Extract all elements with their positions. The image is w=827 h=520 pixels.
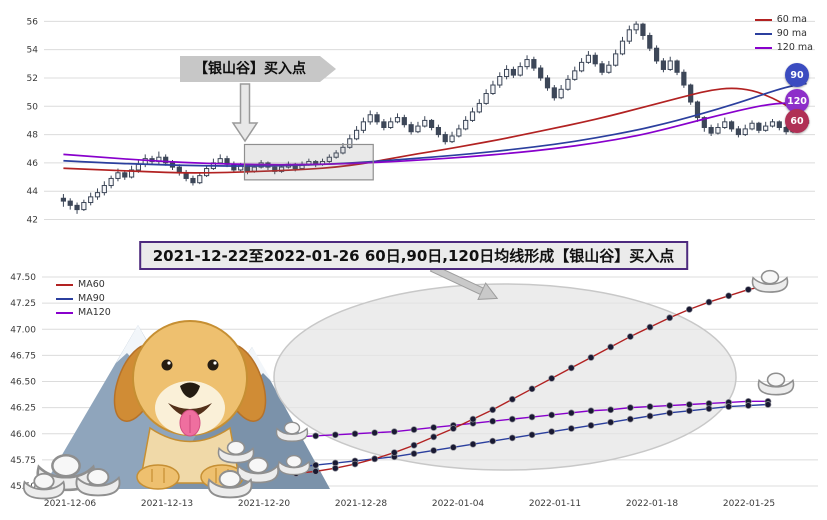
silver-ingot-icon <box>751 269 789 293</box>
top-chart-legend: 60 ma 90 ma 120 ma <box>754 14 813 53</box>
top-chart-layers: 56 54 52 50 48 46 44 42 <box>27 17 815 226</box>
y-tick-label: 45.75 <box>10 456 36 466</box>
legend-item: MA90 <box>56 293 111 304</box>
legend-item: 60 ma <box>754 14 813 25</box>
legend-label: MA90 <box>78 293 105 304</box>
y-tick-label: 47.25 <box>10 299 36 309</box>
y-tick-label: 46.00 <box>10 430 36 440</box>
legend-label: MA120 <box>78 307 111 318</box>
x-tick-label: 2022-01-11 <box>529 499 581 509</box>
ma-badge-60: 60 <box>785 109 809 134</box>
top-grid: 56 54 52 50 48 46 44 42 <box>27 17 815 226</box>
y-tick-label: 46.25 <box>10 404 36 414</box>
legend-item: MA60 <box>56 279 111 290</box>
buy-point-callout: 【银山谷】买入点 <box>180 56 336 82</box>
silver-ingot-icon <box>757 372 795 396</box>
bottom-chart-legend: MA60 MA90 MA120 <box>56 279 111 318</box>
legend-swatch <box>56 283 73 286</box>
legend-label: 90 ma <box>776 28 807 39</box>
legend-item: 120 ma <box>754 42 813 53</box>
ma120-line <box>63 102 807 166</box>
y-tick-label: 46.50 <box>10 378 36 388</box>
y-tick-label: 42 <box>27 216 38 226</box>
down-arrow-icon <box>231 83 259 143</box>
legend-swatch <box>754 32 772 35</box>
legend-item: 90 ma <box>754 28 813 39</box>
ma60-line <box>63 87 808 174</box>
ma-badge-120: 120 <box>785 89 809 114</box>
top-ma-lines <box>63 82 808 174</box>
x-tick-label: 2021-12-20 <box>238 499 291 509</box>
y-tick-label: 47.00 <box>10 325 36 335</box>
x-tick-label: 2022-01-18 <box>626 499 679 509</box>
legend-swatch <box>56 311 73 314</box>
y-tick-label: 46 <box>27 159 39 169</box>
x-tick-label: 2022-01-04 <box>432 499 485 509</box>
y-tick-label: 48 <box>27 131 39 141</box>
buy-point-callout-label: 【银山谷】买入点 <box>194 61 306 77</box>
axis-labels: 2021-12-06 2021-12-13 2021-12-20 2021-12-28… <box>44 499 775 509</box>
x-tick-label: 2021-12-06 <box>44 499 97 509</box>
y-tick-label: 47.50 <box>10 273 36 283</box>
scenery-illustration <box>22 320 330 500</box>
ma-badge-90: 90 <box>785 63 809 88</box>
y-tick-label: 50 <box>27 102 39 112</box>
y-tick-label: 56 <box>27 17 39 27</box>
legend-label: 60 ma <box>776 14 807 25</box>
x-tick-label: 2021-12-13 <box>141 499 193 509</box>
ma-crossover-box <box>243 143 374 181</box>
highlight-ellipse <box>273 283 737 471</box>
legend-swatch <box>754 18 772 21</box>
x-tick-label: 2021-12-28 <box>335 499 388 509</box>
y-tick-label: 52 <box>27 74 38 84</box>
legend-swatch <box>56 297 73 300</box>
candlestick-chart: 56 54 52 50 48 46 44 42 <box>27 17 815 226</box>
y-tick-label: 44 <box>27 187 39 197</box>
legend-label: MA60 <box>78 279 105 290</box>
candlestick-series <box>60 21 810 214</box>
legend-swatch <box>754 46 772 49</box>
title-banner-text: 2021-12-22至2022-01-26 60日,90日,120日均线形成【银… <box>152 247 675 265</box>
x-tick-label: 2022-01-25 <box>723 499 775 509</box>
y-tick-label: 54 <box>27 46 39 56</box>
legend-item: MA120 <box>56 307 111 318</box>
ma90-line <box>63 82 807 167</box>
title-banner: 2021-12-22至2022-01-26 60日,90日,120日均线形成【银… <box>138 241 689 270</box>
ma-line-chart: 47.50 47.25 47.00 46.75 46.50 46.25 46.00 45.75… <box>10 265 818 509</box>
legend-label: 120 ma <box>776 42 813 53</box>
dog-icon <box>113 320 267 490</box>
banner-arrow-icon <box>429 265 499 300</box>
ma-series <box>292 282 772 477</box>
y-tick-label: 46.75 <box>10 351 36 361</box>
